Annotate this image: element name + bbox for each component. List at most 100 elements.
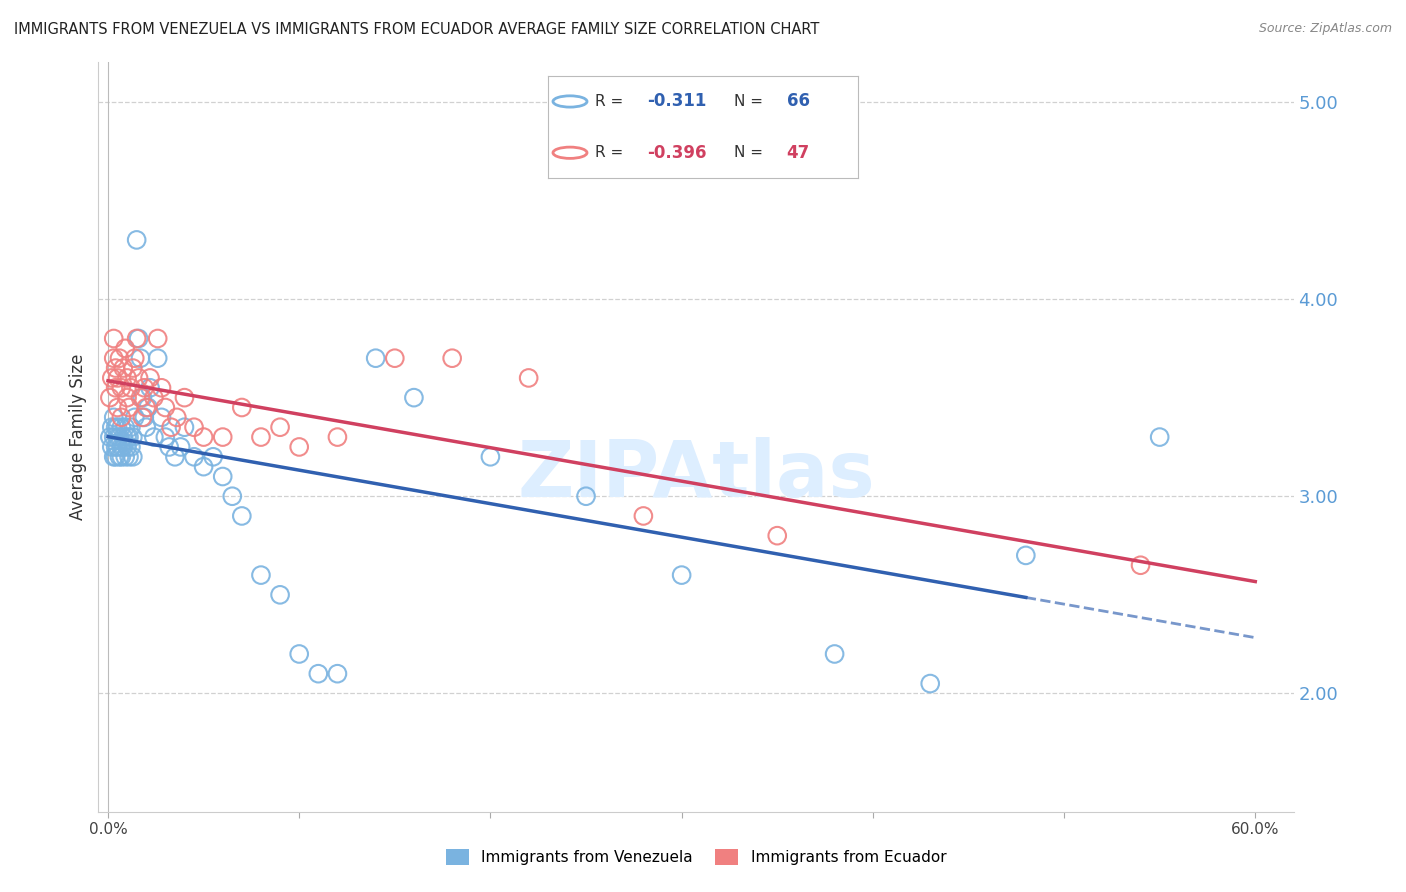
Point xyxy=(101,440,124,454)
Point xyxy=(633,508,655,523)
Point xyxy=(107,420,129,434)
Point xyxy=(103,331,125,345)
Point xyxy=(136,401,159,415)
Point xyxy=(231,401,253,415)
Point xyxy=(115,371,138,385)
Point xyxy=(326,666,349,681)
Point xyxy=(124,410,146,425)
Point xyxy=(211,469,233,483)
Point xyxy=(114,342,136,356)
Point xyxy=(139,371,162,385)
Text: 66: 66 xyxy=(786,93,810,111)
Point xyxy=(121,361,143,376)
Point xyxy=(104,361,127,376)
Point xyxy=(139,381,162,395)
Point xyxy=(163,450,186,464)
Point xyxy=(193,430,215,444)
Point xyxy=(101,371,124,385)
Point xyxy=(125,233,148,247)
Text: Source: ZipAtlas.com: Source: ZipAtlas.com xyxy=(1258,22,1392,36)
Point xyxy=(131,410,153,425)
Point xyxy=(104,381,127,395)
Text: IMMIGRANTS FROM VENEZUELA VS IMMIGRANTS FROM ECUADOR AVERAGE FAMILY SIZE CORRELA: IMMIGRANTS FROM VENEZUELA VS IMMIGRANTS … xyxy=(14,22,820,37)
Point xyxy=(1015,549,1038,563)
Point xyxy=(326,430,349,444)
Point xyxy=(142,430,165,444)
Point xyxy=(150,381,173,395)
Point xyxy=(129,351,152,366)
Point xyxy=(183,420,205,434)
Point xyxy=(1149,430,1171,444)
Point xyxy=(269,420,291,434)
Point xyxy=(131,391,153,405)
Text: N =: N = xyxy=(734,94,763,109)
Point xyxy=(173,391,195,405)
Point xyxy=(108,351,131,366)
Point xyxy=(110,440,132,454)
Point xyxy=(183,450,205,464)
Point xyxy=(110,381,132,395)
Point xyxy=(115,430,138,444)
Point xyxy=(135,420,157,434)
Text: -0.396: -0.396 xyxy=(647,144,707,161)
Point xyxy=(120,440,142,454)
Point xyxy=(107,430,129,444)
Point xyxy=(150,410,173,425)
Point xyxy=(575,489,598,503)
Point xyxy=(146,331,169,345)
Point xyxy=(384,351,406,366)
Point xyxy=(173,420,195,434)
Point xyxy=(250,568,273,582)
Point xyxy=(202,450,225,464)
Point xyxy=(103,430,125,444)
Point xyxy=(112,440,135,454)
Point xyxy=(108,450,131,464)
Point xyxy=(115,391,138,405)
Text: -0.311: -0.311 xyxy=(647,93,707,111)
Point xyxy=(307,666,329,681)
Text: 47: 47 xyxy=(786,144,810,161)
Point xyxy=(402,391,425,405)
Point xyxy=(824,647,846,661)
Point xyxy=(1129,558,1152,573)
Point xyxy=(110,420,132,434)
Point xyxy=(128,331,150,345)
Text: R =: R = xyxy=(595,94,623,109)
Point xyxy=(155,430,177,444)
Point xyxy=(671,568,693,582)
Point xyxy=(269,588,291,602)
Point xyxy=(112,361,135,376)
Point xyxy=(101,420,124,434)
Point xyxy=(479,450,502,464)
Text: N =: N = xyxy=(734,145,763,161)
Point xyxy=(104,450,127,464)
Point xyxy=(104,440,127,454)
Point xyxy=(103,450,125,464)
Point xyxy=(98,391,121,405)
Point xyxy=(250,430,273,444)
Point xyxy=(193,459,215,474)
Point xyxy=(146,351,169,366)
Point xyxy=(142,391,165,405)
Point xyxy=(157,440,180,454)
Point xyxy=(110,410,132,425)
Point xyxy=(112,430,135,444)
Point xyxy=(114,420,136,434)
Point xyxy=(120,420,142,434)
Point xyxy=(114,450,136,464)
Point xyxy=(118,401,141,415)
Point xyxy=(920,676,942,690)
Point xyxy=(166,410,188,425)
Point xyxy=(125,331,148,345)
Point xyxy=(110,450,132,464)
Point xyxy=(108,430,131,444)
Point xyxy=(288,440,311,454)
Point xyxy=(135,401,157,415)
Point xyxy=(221,489,243,503)
Point xyxy=(517,371,540,385)
Point xyxy=(155,401,177,415)
Text: R =: R = xyxy=(595,145,623,161)
Point xyxy=(128,371,150,385)
Point xyxy=(107,440,129,454)
Point xyxy=(103,410,125,425)
